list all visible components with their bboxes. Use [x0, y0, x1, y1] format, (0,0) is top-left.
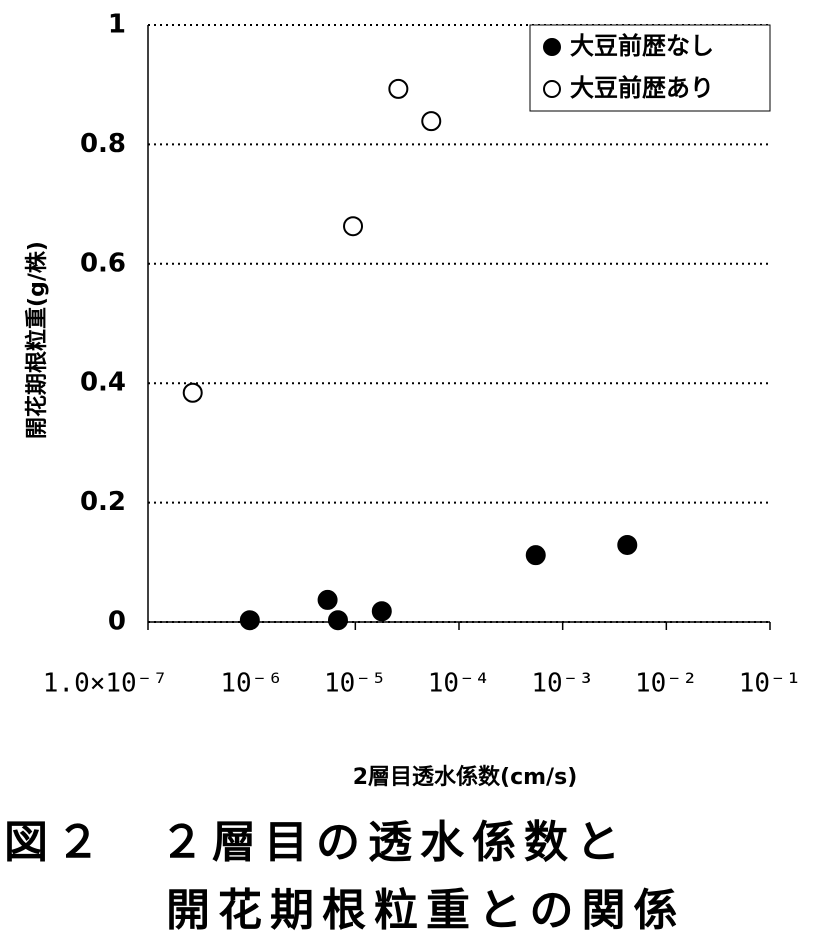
x-axis-label: 2層目透水係数(cm/s): [353, 764, 578, 790]
x-tick-label: 10⁻³: [531, 669, 594, 699]
point: [343, 216, 364, 237]
caption-line: 図２ ２層目の透水係数と: [4, 817, 628, 868]
point: [617, 534, 638, 555]
y-tick-label: 0.4: [80, 368, 126, 398]
y-tick-label: 1: [108, 10, 126, 40]
x-tick-label: 10⁻⁶: [220, 669, 283, 699]
x-tick-label: 10⁻⁵: [324, 669, 387, 699]
point: [421, 111, 442, 132]
legend-box: [529, 24, 771, 112]
point: [317, 589, 338, 610]
point: [327, 610, 348, 631]
legend-marker: [543, 80, 561, 98]
legend-marker: [543, 38, 561, 56]
legend-label: 大豆前歴あり: [570, 74, 714, 102]
y-tick-label: 0.6: [80, 248, 126, 278]
x-tick-label: 10⁻⁴: [428, 669, 491, 699]
y-tick-label: 0: [108, 607, 126, 637]
legend-label: 大豆前歴なし: [570, 32, 714, 60]
x-tick-label: 1.0×10⁻⁷: [43, 669, 168, 699]
y-tick-label: 0.2: [80, 487, 126, 517]
y-axis-label: 開花期根粒重(g/株): [24, 241, 50, 439]
point: [239, 610, 260, 631]
x-tick-label: 10⁻¹: [739, 669, 802, 699]
caption-line: 開花期根粒重との関係: [166, 885, 686, 936]
point: [182, 382, 203, 403]
point: [388, 78, 409, 99]
y-tick-label: 0.8: [80, 129, 126, 159]
point: [525, 545, 546, 566]
x-tick-label: 10⁻²: [635, 669, 698, 699]
point: [371, 601, 392, 622]
